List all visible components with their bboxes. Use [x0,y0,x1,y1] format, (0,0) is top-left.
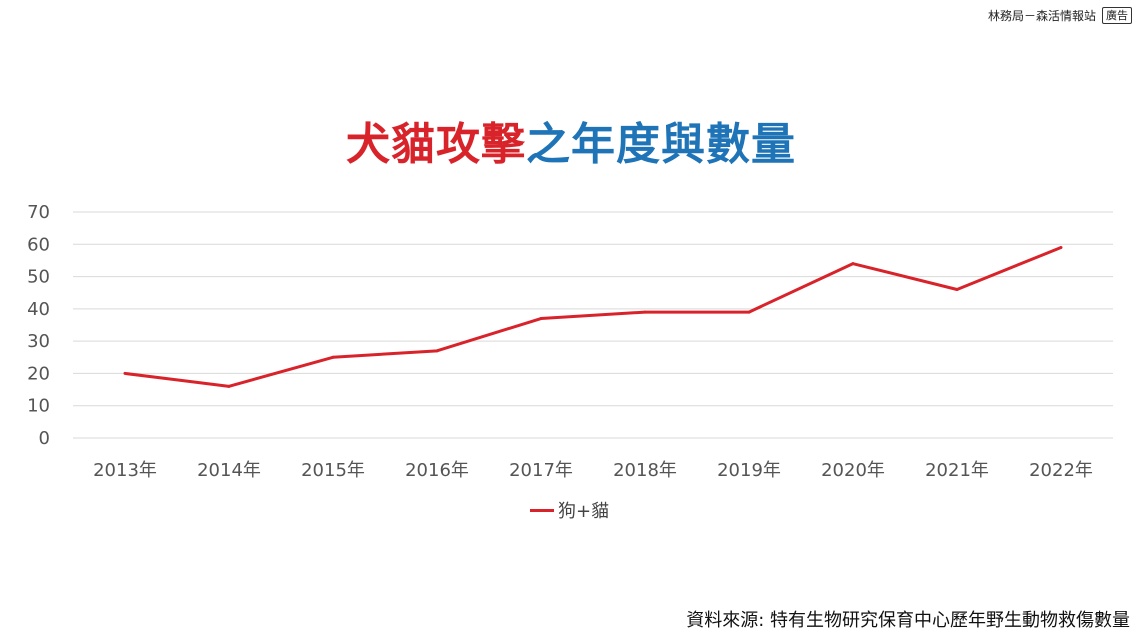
x-tick-label: 2021年 [925,460,989,481]
grid-lines [73,211,1113,439]
series-point [227,384,231,388]
y-tick-label: 0 [39,428,50,449]
top-credit: 林務局－森活情報站 廣告 [988,7,1132,24]
credit-text: 林務局－森活情報站 [987,9,1096,23]
y-tick-label: 50 [27,267,50,288]
chart-title-part-a: 犬貓攻擊 [346,119,526,170]
y-tick-label: 30 [27,331,50,352]
x-tick-label: 2016年 [405,460,469,481]
x-axis-ticks: 2013年 2014年 2015年 2016年 2017年 2018年 2019年 2020年… [93,460,1093,481]
series-point [539,317,543,321]
series-point [331,355,335,359]
x-tick-label: 2017年 [509,460,573,481]
ad-badge: 廣告 [1102,7,1132,24]
y-tick-label: 40 [27,299,50,320]
series-layer [123,246,1063,388]
series-point [955,287,959,291]
y-axis-ticks: 0 10 20 30 40 50 60 70 [27,202,50,449]
y-tick-label: 70 [27,202,50,223]
series-point [1059,246,1063,250]
y-tick-label: 20 [27,363,50,384]
y-tick-label: 60 [27,234,50,255]
legend-swatch [530,508,554,512]
x-tick-label: 2019年 [717,460,781,481]
x-tick-label: 2018年 [613,460,677,481]
x-tick-label: 2014年 [197,460,261,481]
series-line [124,246,1062,388]
y-tick-label: 10 [27,396,50,417]
series-point [851,262,855,266]
legend: 狗+貓 [530,497,609,523]
x-tick-label: 2020年 [821,460,885,481]
line-chart: 0 10 20 30 40 50 60 70 2013年 2014年 2015年 2016年 2017… [27,202,1113,481]
series-point [643,310,647,314]
legend-label: 狗+貓 [558,501,610,522]
chart-title: 犬貓攻擊之年度與數量 [0,115,1142,175]
x-tick-label: 2015年 [301,460,365,481]
series-point [123,371,127,375]
chart-title-part-b: 之年度與數量 [526,119,796,170]
x-tick-label: 2022年 [1029,460,1093,481]
x-tick-label: 2013年 [93,460,157,481]
series-point [747,310,751,314]
series-point [435,349,439,353]
source-note: 資料來源: 特有生物研究保育中心歷年野生動物救傷數量 [686,610,1130,631]
